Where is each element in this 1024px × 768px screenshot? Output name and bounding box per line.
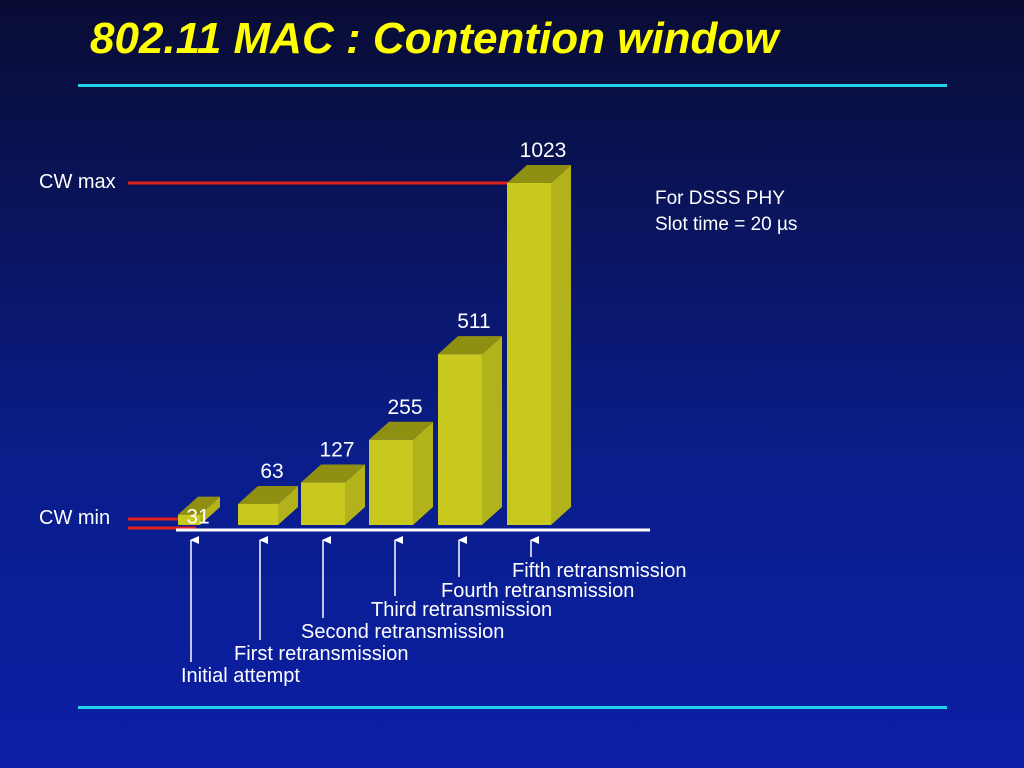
bar-front-face [301, 482, 345, 525]
bar-value-label: 63 [260, 460, 283, 483]
bar-front-face [238, 503, 278, 525]
bar-top-face [178, 496, 220, 515]
bar-top-face [301, 464, 365, 483]
bar-side-face [345, 464, 365, 525]
category-label: First retransmission [234, 643, 408, 665]
phy-note-line1: For DSSS PHY [655, 188, 785, 209]
category-label: Second retransmission [301, 621, 504, 643]
bar-value-label: 31 [186, 506, 209, 529]
bar-1 [178, 496, 220, 525]
category-label: Third retransmission [371, 599, 552, 621]
cw-max-label: CW max [39, 171, 116, 193]
bar-value-label: 127 [319, 439, 354, 462]
bar-side-face [278, 485, 298, 525]
page-title: 802.11 MAC : Contention window [90, 14, 779, 63]
bar-side-face [482, 336, 502, 525]
bar-6 [507, 165, 571, 525]
phy-note: For DSSS PHY Slot time = 20 µs [655, 186, 797, 238]
bar-value-label: 255 [387, 396, 422, 419]
bar-side-face [200, 496, 220, 525]
bar-value-label: 511 [457, 310, 490, 333]
bar-front-face [369, 439, 413, 525]
category-label: Fourth retransmission [441, 580, 634, 602]
bar-2 [238, 485, 298, 525]
bar-front-face [178, 514, 200, 525]
title-divider [78, 84, 947, 87]
bar-front-face [507, 183, 551, 525]
bar-top-face [238, 485, 298, 504]
bar-top-face [369, 421, 433, 440]
bar-value-label: 1023 [520, 139, 567, 162]
bar-front-face [438, 354, 482, 525]
bar-side-face [413, 421, 433, 525]
bar-5 [438, 336, 502, 525]
bar-top-face [507, 165, 571, 183]
footer-divider [78, 706, 947, 709]
category-label: Fifth retransmission [512, 560, 687, 582]
category-label: Initial attempt [181, 665, 300, 687]
bar-side-face [551, 165, 571, 525]
phy-note-line2: Slot time = 20 µs [655, 214, 798, 235]
bar-4 [369, 421, 433, 525]
bar-3 [301, 464, 365, 525]
cw-min-label: CW min [39, 507, 110, 529]
bar-top-face [438, 336, 502, 355]
